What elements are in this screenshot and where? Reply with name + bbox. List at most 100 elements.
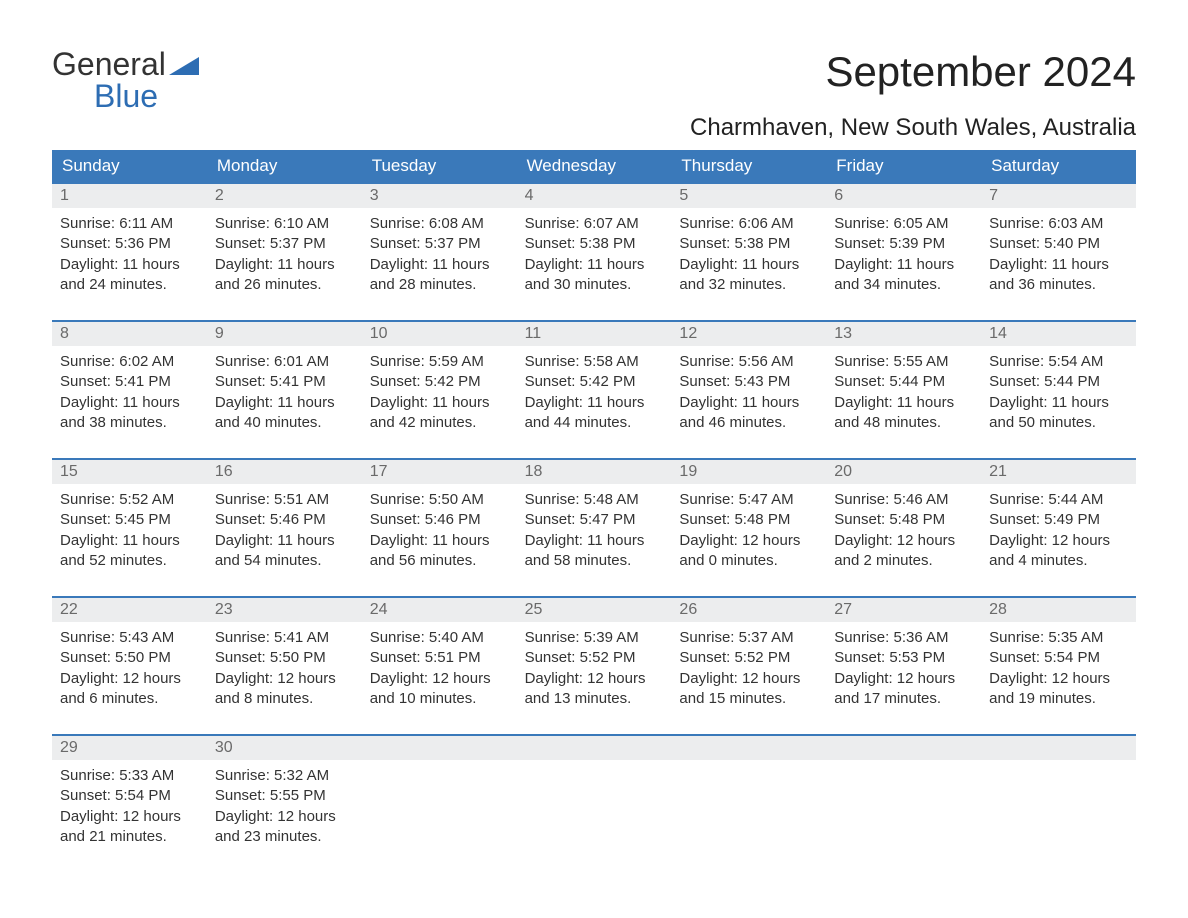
sunrise-text: Sunrise: 6:01 AM <box>215 352 354 372</box>
daylight-line2: and 54 minutes. <box>215 551 354 571</box>
sunset-text: Sunset: 5:38 PM <box>679 234 818 254</box>
sunrise-text: Sunrise: 5:52 AM <box>60 490 199 510</box>
daylight-line1: Daylight: 12 hours <box>60 669 199 689</box>
month-title: September 2024 <box>690 48 1136 96</box>
weeks-container: 1234567Sunrise: 6:11 AMSunset: 5:36 PMDa… <box>52 182 1136 856</box>
day-cell: Sunrise: 6:10 AMSunset: 5:37 PMDaylight:… <box>207 208 362 304</box>
sunrise-text: Sunrise: 5:51 AM <box>215 490 354 510</box>
sunrise-text: Sunrise: 5:55 AM <box>834 352 973 372</box>
daylight-line1: Daylight: 11 hours <box>989 255 1128 275</box>
day-cell: Sunrise: 6:07 AMSunset: 5:38 PMDaylight:… <box>517 208 672 304</box>
day-cell: Sunrise: 5:48 AMSunset: 5:47 PMDaylight:… <box>517 484 672 580</box>
sunset-text: Sunset: 5:48 PM <box>679 510 818 530</box>
week-body-row: Sunrise: 6:02 AMSunset: 5:41 PMDaylight:… <box>52 346 1136 442</box>
sunset-text: Sunset: 5:51 PM <box>370 648 509 668</box>
day-number: 28 <box>981 596 1136 622</box>
daylight-line2: and 13 minutes. <box>525 689 664 709</box>
daylight-line1: Daylight: 12 hours <box>989 669 1128 689</box>
sunset-text: Sunset: 5:45 PM <box>60 510 199 530</box>
sunrise-text: Sunrise: 6:07 AM <box>525 214 664 234</box>
sunrise-text: Sunrise: 6:10 AM <box>215 214 354 234</box>
week-body-row: Sunrise: 5:33 AMSunset: 5:54 PMDaylight:… <box>52 760 1136 856</box>
daylight-line1: Daylight: 11 hours <box>679 393 818 413</box>
daylight-line1: Daylight: 12 hours <box>834 531 973 551</box>
day-number: 5 <box>671 182 826 208</box>
day-cell: Sunrise: 5:52 AMSunset: 5:45 PMDaylight:… <box>52 484 207 580</box>
day-number <box>826 734 981 760</box>
sunrise-text: Sunrise: 6:03 AM <box>989 214 1128 234</box>
daylight-line1: Daylight: 11 hours <box>525 393 664 413</box>
day-number: 19 <box>671 458 826 484</box>
day-number: 15 <box>52 458 207 484</box>
sunrise-text: Sunrise: 6:06 AM <box>679 214 818 234</box>
logo-text-blue: Blue <box>52 80 199 112</box>
day-cell: Sunrise: 5:46 AMSunset: 5:48 PMDaylight:… <box>826 484 981 580</box>
sunrise-text: Sunrise: 5:46 AM <box>834 490 973 510</box>
daylight-line1: Daylight: 11 hours <box>215 531 354 551</box>
sunset-text: Sunset: 5:47 PM <box>525 510 664 530</box>
week-daynum-row: 1234567 <box>52 182 1136 208</box>
dayheader-thursday: Thursday <box>671 150 826 182</box>
day-number: 27 <box>826 596 981 622</box>
sunset-text: Sunset: 5:44 PM <box>834 372 973 392</box>
day-number: 30 <box>207 734 362 760</box>
daylight-line2: and 56 minutes. <box>370 551 509 571</box>
day-number: 24 <box>362 596 517 622</box>
sunset-text: Sunset: 5:52 PM <box>679 648 818 668</box>
sunset-text: Sunset: 5:52 PM <box>525 648 664 668</box>
sunset-text: Sunset: 5:50 PM <box>215 648 354 668</box>
sunset-text: Sunset: 5:46 PM <box>215 510 354 530</box>
daylight-line1: Daylight: 11 hours <box>989 393 1128 413</box>
sunrise-text: Sunrise: 5:37 AM <box>679 628 818 648</box>
daylight-line1: Daylight: 11 hours <box>525 531 664 551</box>
day-cell <box>826 760 981 856</box>
day-number: 16 <box>207 458 362 484</box>
sunrise-text: Sunrise: 5:32 AM <box>215 766 354 786</box>
day-cell: Sunrise: 6:08 AMSunset: 5:37 PMDaylight:… <box>362 208 517 304</box>
dayheader-sunday: Sunday <box>52 150 207 182</box>
daylight-line1: Daylight: 11 hours <box>60 531 199 551</box>
dayheader-tuesday: Tuesday <box>362 150 517 182</box>
sunset-text: Sunset: 5:38 PM <box>525 234 664 254</box>
sunset-text: Sunset: 5:37 PM <box>215 234 354 254</box>
day-cell: Sunrise: 6:01 AMSunset: 5:41 PMDaylight:… <box>207 346 362 442</box>
daylight-line2: and 30 minutes. <box>525 275 664 295</box>
day-cell <box>981 760 1136 856</box>
day-cell: Sunrise: 5:58 AMSunset: 5:42 PMDaylight:… <box>517 346 672 442</box>
day-cell: Sunrise: 5:33 AMSunset: 5:54 PMDaylight:… <box>52 760 207 856</box>
sunset-text: Sunset: 5:44 PM <box>989 372 1128 392</box>
daylight-line2: and 52 minutes. <box>60 551 199 571</box>
daylight-line1: Daylight: 11 hours <box>215 393 354 413</box>
daylight-line2: and 17 minutes. <box>834 689 973 709</box>
daylight-line2: and 15 minutes. <box>679 689 818 709</box>
day-number: 14 <box>981 320 1136 346</box>
week-daynum-row: 891011121314 <box>52 320 1136 346</box>
daylight-line1: Daylight: 11 hours <box>834 255 973 275</box>
sunset-text: Sunset: 5:41 PM <box>60 372 199 392</box>
daylight-line2: and 24 minutes. <box>60 275 199 295</box>
daylight-line2: and 46 minutes. <box>679 413 818 433</box>
daylight-line1: Daylight: 11 hours <box>60 393 199 413</box>
week-daynum-row: 15161718192021 <box>52 458 1136 484</box>
day-number: 8 <box>52 320 207 346</box>
week-daynum-row: 2930 <box>52 734 1136 760</box>
day-number <box>362 734 517 760</box>
day-cell <box>517 760 672 856</box>
daylight-line2: and 0 minutes. <box>679 551 818 571</box>
sunset-text: Sunset: 5:41 PM <box>215 372 354 392</box>
day-cell <box>362 760 517 856</box>
sunrise-text: Sunrise: 5:58 AM <box>525 352 664 372</box>
sunset-text: Sunset: 5:55 PM <box>215 786 354 806</box>
daylight-line2: and 36 minutes. <box>989 275 1128 295</box>
sunset-text: Sunset: 5:46 PM <box>370 510 509 530</box>
day-cell: Sunrise: 5:51 AMSunset: 5:46 PMDaylight:… <box>207 484 362 580</box>
day-cell: Sunrise: 5:50 AMSunset: 5:46 PMDaylight:… <box>362 484 517 580</box>
sunset-text: Sunset: 5:36 PM <box>60 234 199 254</box>
daylight-line2: and 58 minutes. <box>525 551 664 571</box>
daylight-line2: and 28 minutes. <box>370 275 509 295</box>
week-body-row: Sunrise: 6:11 AMSunset: 5:36 PMDaylight:… <box>52 208 1136 304</box>
daylight-line2: and 34 minutes. <box>834 275 973 295</box>
sunset-text: Sunset: 5:43 PM <box>679 372 818 392</box>
daylight-line2: and 32 minutes. <box>679 275 818 295</box>
calendar: Sunday Monday Tuesday Wednesday Thursday… <box>52 150 1136 856</box>
